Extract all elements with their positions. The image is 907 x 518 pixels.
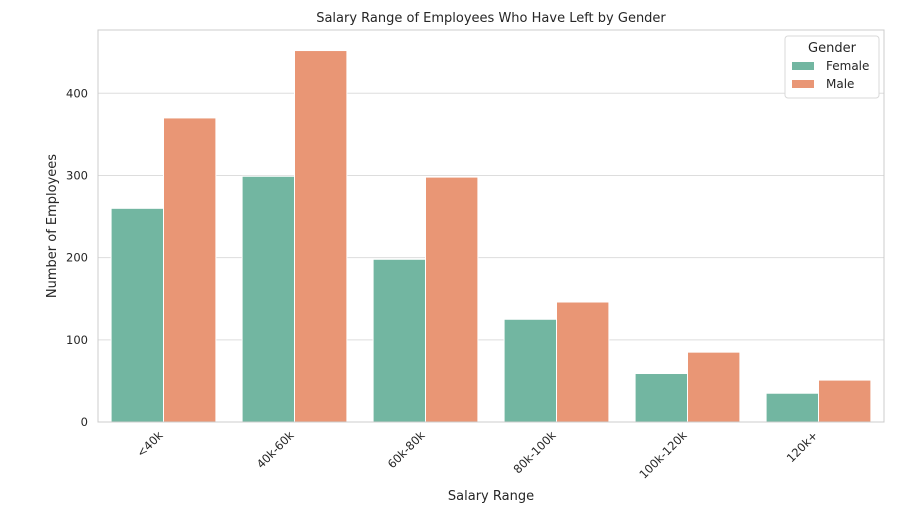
y-tick-label: 100 [66,333,88,347]
bar-male [163,117,217,423]
bar-female [503,318,558,423]
legend-label-male: Male [826,77,854,91]
bar-female [765,392,819,423]
x-tick-label: 60k-80k [385,428,428,471]
legend-title: Gender [808,41,857,56]
y-tick-label: 400 [66,86,88,100]
x-tick-label: <40k [134,428,166,460]
bar-male [425,176,479,423]
y-tick-label: 200 [66,251,88,265]
y-tick-label: 0 [81,415,88,429]
y-tick-label: 300 [66,168,88,182]
bar-male [294,50,348,423]
x-axis-label: Salary Range [448,489,534,504]
x-tick-label: 120k+ [784,428,821,465]
legend: Gender Female Male [784,35,880,99]
bar-male [818,379,872,423]
x-tick-label: 40k-60k [254,428,297,471]
bar-female [110,207,164,423]
bar-male [556,301,610,423]
y-axis-label: Number of Employees [45,154,60,298]
bar-female [241,175,296,423]
plot-frame [97,29,885,423]
chart-title: Salary Range of Employees Who Have Left … [316,11,666,26]
x-tick-label: 80k-100k [510,428,558,476]
bar-male [687,351,741,423]
bar-female [372,258,427,423]
bar-female [634,373,688,423]
x-tick-label: 100k-120k [636,428,690,482]
legend-swatch-female [792,62,814,70]
bars [110,50,872,423]
x-ticks: <40k 40k-60k 60k-80k 80k-100k 100k-120k 120k+ [134,428,821,482]
plot-area [98,30,884,422]
y-ticks: 0 100 200 300 400 [66,86,88,429]
legend-label-female: Female [826,59,869,73]
legend-swatch-male [792,80,814,88]
